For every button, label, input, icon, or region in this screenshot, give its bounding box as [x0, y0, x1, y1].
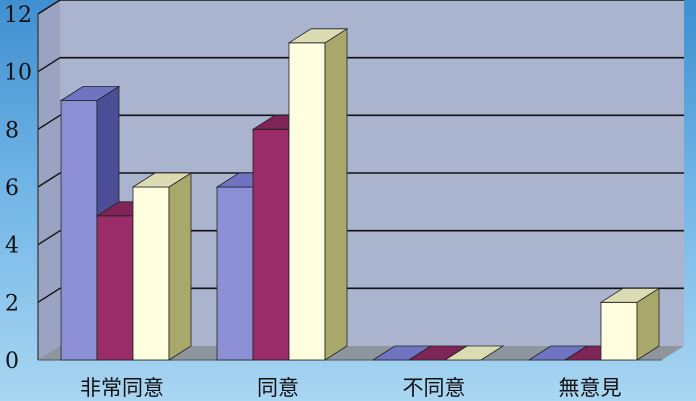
category-label: 無意見: [559, 376, 622, 400]
category-label: 非常同意: [80, 376, 164, 400]
y-tick-label: 0: [5, 349, 19, 374]
y-tick-label: 8: [5, 118, 19, 143]
bar-3-2: [599, 287, 661, 361]
gridline-side: [37, 230, 61, 246]
bar-0-2: [131, 172, 193, 361]
gridline-side: [37, 114, 61, 130]
gridline-side: [37, 0, 61, 15]
bars: [59, 28, 661, 361]
category-label: 同意: [257, 376, 299, 400]
gridline-side: [37, 57, 61, 73]
bar-2-2: [443, 345, 505, 361]
y-tick-label: 6: [5, 176, 19, 201]
gridline-side: [37, 172, 61, 188]
bar-1-2: [287, 28, 349, 361]
floor: [38, 346, 684, 360]
category-label: 不同意: [403, 376, 466, 400]
y-tick-label: 12: [4, 3, 32, 28]
y-tick-label: 10: [4, 61, 32, 86]
y-tick-label: 4: [5, 234, 19, 259]
x-axis-categories: 非常同意 同意 不同意 無意見: [80, 376, 622, 400]
y-axis-ticks: 0 2 4 6 8 10 12: [4, 3, 32, 374]
gridline-side: [37, 287, 61, 303]
y-tick-label: 2: [5, 291, 19, 316]
